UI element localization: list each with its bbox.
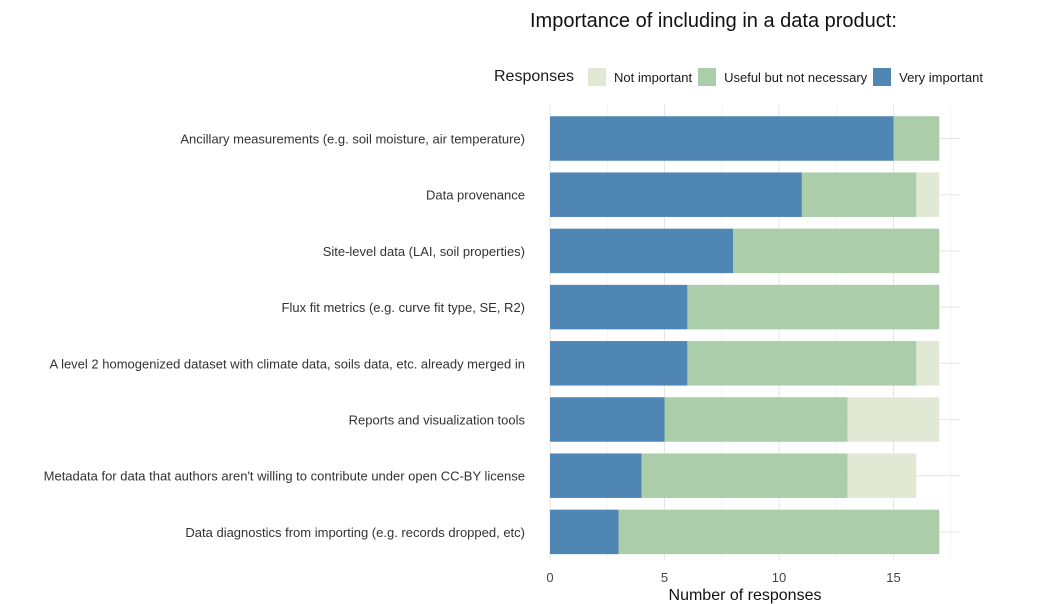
bar-useful-but-not-necessary [618,509,940,555]
bar-useful-but-not-necessary [893,116,940,161]
legend-label-useful: Useful but not necessary [724,69,868,85]
legend-item-very-important: Very important [873,68,983,86]
legend: Responses Not important Useful but not n… [494,66,983,88]
x-axis-title: Number of responses [669,587,822,604]
bar-very-important [550,172,802,217]
x-tick-label: 10 [772,570,786,585]
legend-swatch-very-important [873,68,892,86]
bar-useful-but-not-necessary [641,453,848,498]
bar-very-important [550,284,688,330]
x-tick-label: 15 [886,570,900,585]
bar-very-important [550,116,894,161]
y-tick-label: Reports and visualization tools [349,413,526,428]
y-tick-label: Ancillary measurements (e.g. soil moistu… [180,132,525,147]
y-tick-label: A level 2 homogenized dataset with clima… [50,356,526,371]
bar-useful-but-not-necessary [801,172,917,217]
x-tick-label: 5 [661,570,668,585]
y-tick-label: Site-level data (LAI, soil properties) [323,244,525,259]
bar-very-important [550,509,619,555]
legend-swatch-useful [698,68,717,86]
legend-swatch-not-important [588,68,607,86]
bar-useful-but-not-necessary [687,341,917,386]
chart-title: Importance of including in a data produc… [530,10,897,32]
legend-label-not-important: Not important [614,69,693,85]
x-tick-label: 0 [546,570,553,585]
bar-very-important [550,341,688,386]
bar-useful-but-not-necessary [664,397,848,442]
legend-title: Responses [494,68,575,85]
bar-not-important [847,453,917,498]
y-tick-label: Data provenance [426,188,525,203]
y-tick-label: Flux fit metrics (e.g. curve fit type, S… [282,300,525,315]
bar-not-important [847,397,940,442]
bar-very-important [550,397,665,442]
legend-item-not-important: Not important [588,68,692,86]
legend-label-very-important: Very important [899,69,983,85]
bar-not-important [916,341,940,386]
bar-very-important [550,453,642,498]
y-tick-label: Data diagnostics from importing (e.g. re… [185,525,525,540]
bar-useful-but-not-necessary [733,228,940,274]
bar-useful-but-not-necessary [687,284,940,330]
bar-very-important [550,228,734,274]
bar-not-important [916,172,940,217]
legend-item-useful: Useful but not necessary [698,68,867,86]
y-tick-label: Metadata for data that authors aren't wi… [44,469,525,484]
